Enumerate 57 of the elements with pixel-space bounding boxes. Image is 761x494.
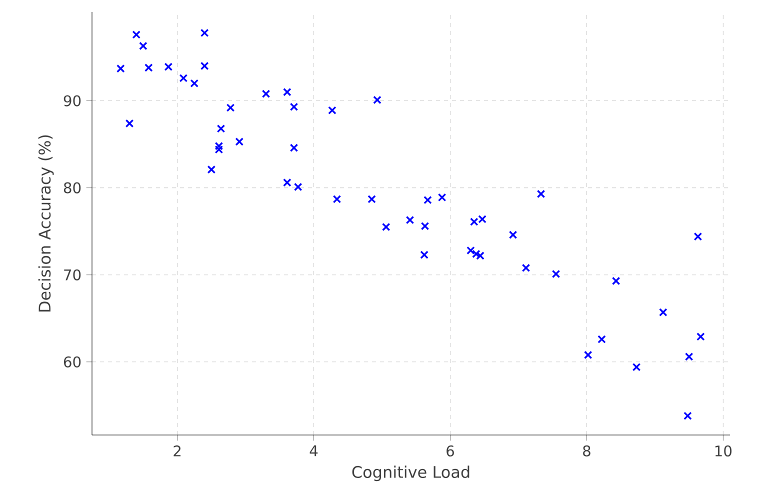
point [282,88,292,96]
point [584,350,592,360]
point [290,102,298,112]
point [632,362,641,372]
point [144,64,153,72]
point [420,250,428,260]
point [696,332,705,341]
point [658,308,668,316]
point [536,190,546,198]
point [684,412,692,420]
point [200,28,209,38]
y-tick-label: 60 [64,356,81,368]
point [226,104,235,112]
point [216,124,226,133]
point [200,62,209,70]
point [406,216,414,224]
x-tick-label: 6 [446,445,454,456]
point [164,62,173,72]
point [522,264,530,272]
point [424,196,432,204]
point [179,74,188,82]
point [214,145,224,154]
x-tick-label: 4 [310,445,318,456]
point [207,165,216,174]
point [139,42,148,50]
x-tick-label: 8 [583,445,590,456]
point [282,178,292,187]
y-tick-label: 90 [64,95,81,106]
point [214,142,224,150]
point [694,232,702,241]
point [684,352,694,361]
point [328,106,336,115]
x-tick-label: 2 [174,445,180,456]
point [132,30,141,39]
point [290,144,298,152]
point [508,230,518,239]
x-axis-title: Cognitive Load [352,466,470,482]
y-axis-title: Decision Accuracy (%) [38,135,54,312]
x-tick-label: 10 [715,445,732,456]
point [332,194,342,204]
y-tick-label: 70 [64,269,81,280]
point [438,193,446,202]
point [552,270,560,278]
point [368,194,376,204]
point [420,222,430,230]
point [373,96,382,104]
point [190,79,199,88]
point [235,138,244,146]
point [116,64,125,73]
point [262,90,270,98]
point [294,182,302,192]
y-tick-label: 80 [64,182,81,194]
point [612,276,620,286]
point [598,335,606,344]
point [476,252,484,260]
point [382,222,390,232]
point [125,119,134,128]
